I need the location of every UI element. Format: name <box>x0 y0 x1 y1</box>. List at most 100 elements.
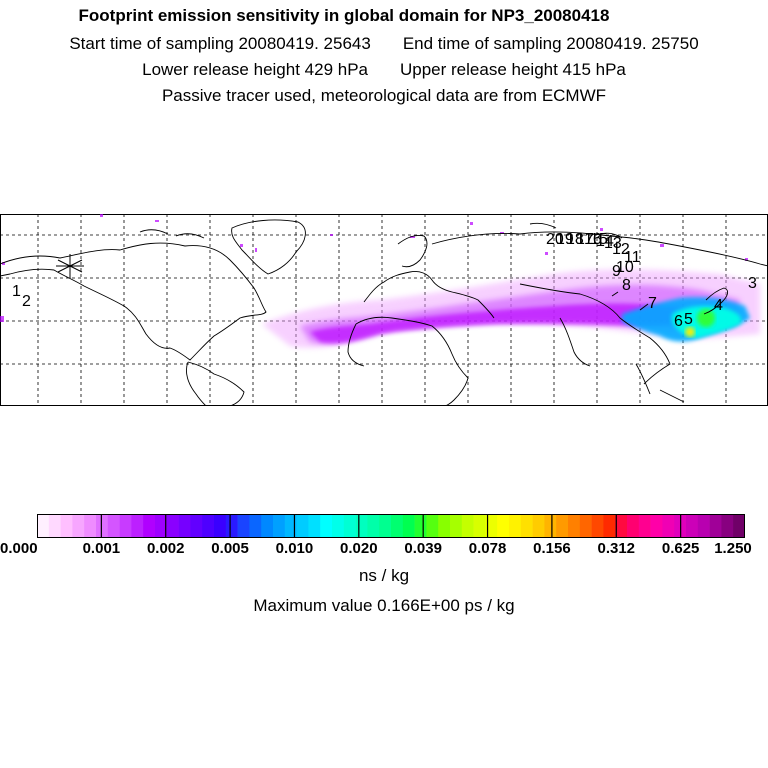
traj-label-16: 16 <box>584 231 602 248</box>
colorbar-cell <box>697 514 710 538</box>
colorbar-cell <box>249 514 262 538</box>
colorbar-cell <box>308 514 321 538</box>
plume-max-green <box>697 309 715 327</box>
traj-label-10: 10 <box>616 259 634 276</box>
colorbar-cell <box>709 514 722 538</box>
traj-label-6: 6 <box>674 313 683 330</box>
coast-arctic-islands <box>139 222 623 239</box>
coast-north-america <box>0 242 267 361</box>
traj-label-11: 11 <box>624 249 641 266</box>
colorbar-cell <box>131 514 144 538</box>
colorbar-cell <box>615 514 628 538</box>
coast-south-america <box>185 361 245 406</box>
world-map: 1 2 3 4 5 6 7 8 9 10 11 12 13 14 15 16 1… <box>0 214 768 406</box>
trajectory-labels: 1 2 3 4 5 6 7 8 9 10 11 12 13 14 15 16 1… <box>12 231 757 330</box>
colorbar-tick-label: 0.039 <box>404 540 442 557</box>
sampling-time-line: Start time of sampling 20080419. 25643 En… <box>0 34 768 54</box>
traj-tick-7 <box>639 303 649 311</box>
colorbar-cell <box>627 514 640 538</box>
coast-japan <box>703 287 729 315</box>
traj-label-12: 12 <box>612 241 630 258</box>
lower-height-label: Lower release height 429 hPa <box>142 60 368 79</box>
colorbar-cell <box>332 514 345 538</box>
plume-max-yellow <box>685 327 695 337</box>
colorbar-tick-label: 0.156 <box>533 540 571 557</box>
colorbar-tick-label: 0.625 <box>661 540 700 557</box>
upper-height-label: Upper release height 415 hPa <box>400 60 626 79</box>
plume-specks <box>0 214 748 322</box>
colorbar-cell <box>650 514 663 538</box>
colorbar-cell <box>60 514 73 538</box>
colorbar-cell <box>662 514 675 538</box>
traj-label-19: 19 <box>556 231 574 248</box>
colorbar-cell <box>461 514 474 538</box>
colorbar-cell <box>638 514 651 538</box>
colorbar-cell <box>520 514 533 538</box>
traj-label-7: 7 <box>648 295 657 312</box>
colorbar-cell <box>296 514 309 538</box>
colorbar-cell <box>202 514 215 538</box>
colorbar-cell <box>450 514 463 538</box>
colorbar-cell <box>261 514 274 538</box>
colorbar-cell <box>603 514 616 538</box>
colorbar-cell <box>367 514 380 538</box>
colorbar-cell <box>190 514 203 538</box>
colorbar-cell <box>497 514 510 538</box>
colorbar-cell <box>178 514 191 538</box>
traj-label-15: 15 <box>590 231 608 248</box>
traj-label-14: 14 <box>596 233 614 250</box>
traj-label-9: 9 <box>612 263 621 280</box>
coast-se-asia <box>635 363 685 403</box>
colorbar <box>37 514 745 538</box>
coast-europe <box>363 271 495 319</box>
traj-label-17: 17 <box>576 231 594 248</box>
colorbar-cell <box>119 514 132 538</box>
colorbar-cell <box>355 514 368 538</box>
coastlines <box>0 219 768 406</box>
star-marker <box>56 254 84 278</box>
colorbar-tick-label: 0.005 <box>211 540 249 557</box>
colorbar-cell <box>556 514 569 538</box>
plume-core <box>310 303 700 344</box>
coast-asia <box>431 231 768 385</box>
emission-plume <box>0 214 760 348</box>
colorbar-cell <box>686 514 699 538</box>
release-height-line: Lower release height 429 hPa Upper releas… <box>0 60 768 80</box>
coast-africa <box>347 316 469 406</box>
colorbar-cell <box>107 514 120 538</box>
colorbar-frame <box>37 514 745 538</box>
colorbar-cell <box>166 514 179 538</box>
start-time-label: Start time of sampling 20080419. 25643 <box>69 34 371 53</box>
colorbar-tick-label: 0.010 <box>275 540 314 557</box>
colorbar-cell <box>426 514 439 538</box>
colorbar-cell <box>733 514 745 538</box>
colorbar-cell <box>568 514 581 538</box>
colorbar-cell <box>721 514 734 538</box>
colorbar-cell <box>320 514 333 538</box>
colorbar-cell <box>84 514 97 538</box>
traj-label-20: 20 <box>546 231 564 248</box>
traj-tick-8 <box>611 291 619 297</box>
tracer-note: Passive tracer used, meteorological data… <box>161 86 607 105</box>
colorbar-cell <box>532 514 545 538</box>
colorbar-tick-label: 0.020 <box>340 540 378 557</box>
traj-label-8: 8 <box>622 277 631 294</box>
colorbar-cell <box>37 514 50 538</box>
map-title: Footprint emission sensitivity in global… <box>78 6 610 25</box>
traj-label-13: 13 <box>604 235 622 252</box>
colorbar-cell <box>143 514 156 538</box>
colorbar-cell <box>509 514 522 538</box>
colorbar-tick-label: 0.078 <box>468 540 507 557</box>
maximum-value: Maximum value 0.166E+00 ps / kg <box>253 596 515 615</box>
traj-label-3: 3 <box>748 275 757 292</box>
colorbar-cell <box>485 514 498 538</box>
colorbar-cell <box>473 514 486 538</box>
colorbar-cell <box>438 514 451 538</box>
colorbar-tick-label: 0.001 <box>82 540 121 557</box>
colorbar-cell <box>591 514 604 538</box>
colorbar-unit: ns / kg <box>358 566 410 585</box>
traj-label-5: 5 <box>684 311 693 328</box>
end-time-label: End time of sampling 20080419. 25750 <box>402 34 699 53</box>
colorbar-tick-label: 0.002 <box>146 540 185 557</box>
coast-greenland <box>231 219 306 275</box>
